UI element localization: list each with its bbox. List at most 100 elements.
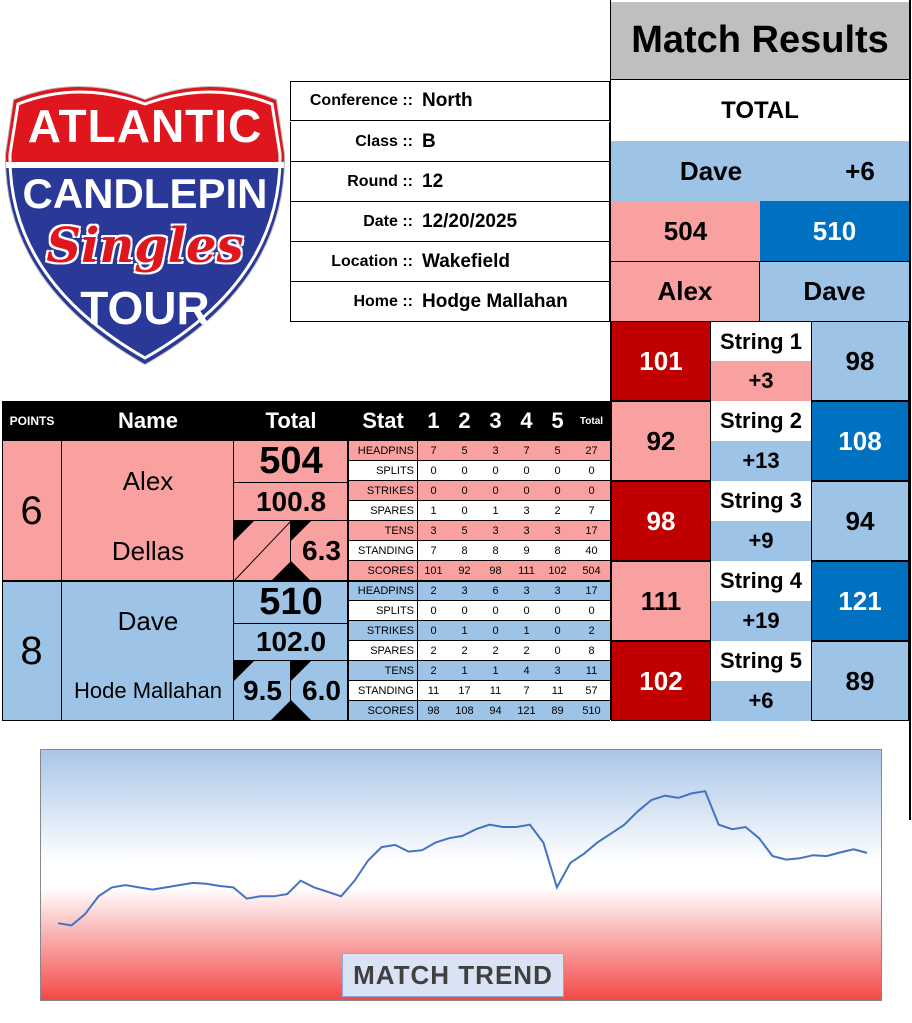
stat-value: 3 bbox=[430, 524, 437, 537]
stat-value: 0 bbox=[523, 464, 530, 477]
stat-label: SPLITS bbox=[348, 601, 418, 620]
stat-value: 8 bbox=[492, 544, 499, 557]
stat-value: 101 bbox=[424, 564, 443, 577]
stat-value: 98 bbox=[427, 704, 440, 717]
stat-label: SCORES bbox=[348, 561, 418, 580]
player2-average: 102.0 bbox=[234, 624, 348, 661]
stat-value: 102 bbox=[548, 564, 567, 577]
string2-label: String 2 bbox=[711, 401, 811, 441]
stat-total: 8 bbox=[588, 644, 595, 657]
stat-label: TENS bbox=[348, 521, 418, 540]
stat-row: SPARES 1 0 1 3 2 7 bbox=[348, 501, 610, 521]
player2-first-name: Dave bbox=[117, 605, 179, 636]
stat-value: 92 bbox=[458, 564, 471, 577]
stat-value: 5 bbox=[461, 524, 468, 537]
player2-total: 510 bbox=[234, 581, 348, 624]
stat-value: 89 bbox=[551, 704, 564, 717]
stat-value: 1 bbox=[461, 664, 468, 677]
stat-value: 8 bbox=[461, 544, 468, 557]
logo-candlepin: CANDLEPIN bbox=[22, 170, 268, 217]
stat-value: 0 bbox=[554, 644, 561, 657]
stat-row: STRIKES 0 1 0 1 0 2 bbox=[348, 621, 610, 641]
stat-value: 0 bbox=[461, 464, 468, 477]
stat-value: 0 bbox=[554, 604, 561, 617]
stat-value: 4 bbox=[523, 664, 530, 677]
stat-value: 3 bbox=[523, 585, 530, 597]
stat-value: 0 bbox=[523, 484, 530, 497]
logo-singles: Singles bbox=[46, 218, 244, 274]
info-row-round: Round :: 12 bbox=[290, 162, 610, 202]
divider bbox=[233, 581, 234, 721]
stat-total: 17 bbox=[585, 585, 598, 597]
info-value: Wakefield bbox=[422, 250, 510, 272]
info-row-location: Location :: Wakefield bbox=[290, 242, 610, 282]
stat-row: SCORES 101 92 98 111 102 504 bbox=[348, 561, 610, 581]
stat-value: 3 bbox=[492, 444, 499, 457]
stat-value: 121 bbox=[517, 704, 536, 717]
player1-right-small-value: 6.3 bbox=[302, 535, 341, 566]
info-row-class: Class :: B bbox=[290, 122, 610, 162]
stat-label: SPARES bbox=[348, 501, 418, 520]
stat-total: 510 bbox=[582, 704, 601, 717]
corner-triangle-icon bbox=[234, 661, 290, 720]
player1-first-name: Alex bbox=[122, 465, 174, 496]
stat-value: 9 bbox=[523, 544, 530, 557]
tour-logo: ATLANTIC CANDLEPIN Singles TOUR bbox=[4, 84, 286, 366]
trend-line bbox=[57, 790, 868, 927]
string4-label: String 4 bbox=[711, 561, 811, 601]
logo-tour: TOUR bbox=[80, 282, 210, 334]
info-label: Class :: bbox=[355, 132, 413, 150]
string3-p1-score: 98 bbox=[611, 481, 711, 561]
total-label: TOTAL bbox=[611, 81, 909, 141]
stat-value: 3 bbox=[523, 524, 530, 537]
corner-triangle-icon bbox=[234, 521, 290, 581]
player1-average: 100.8 bbox=[234, 483, 348, 521]
stat-value: 0 bbox=[461, 504, 468, 517]
string1-margin: +3 bbox=[711, 361, 811, 401]
stat-row: HEADPINS 7 5 3 7 5 27 bbox=[348, 441, 610, 461]
stat-label: HEADPINS bbox=[348, 441, 418, 460]
player2-right-small: 6.0 bbox=[291, 661, 348, 720]
string4-p2-score: 121 bbox=[811, 561, 909, 641]
stat-value: 1 bbox=[492, 504, 499, 517]
stat-total: 7 bbox=[588, 504, 595, 517]
string3-margin: +9 bbox=[711, 521, 811, 561]
stat-value: 7 bbox=[523, 444, 530, 457]
stat-value: 0 bbox=[492, 464, 499, 477]
stat-value: 0 bbox=[461, 604, 468, 617]
stat-value: 0 bbox=[554, 484, 561, 497]
stat-value: 11 bbox=[489, 684, 502, 697]
stat-value: 1 bbox=[430, 504, 437, 517]
divider bbox=[610, 0, 611, 720]
stat-value: 2 bbox=[523, 644, 530, 657]
logo-atlantic: ATLANTIC bbox=[27, 100, 263, 152]
stat-label: STRIKES bbox=[348, 481, 418, 500]
string4-margin: +19 bbox=[711, 601, 811, 641]
stat-value: 2 bbox=[430, 664, 437, 677]
info-value: Hodge Mallahan bbox=[422, 290, 568, 312]
winner-margin: +6 bbox=[845, 155, 875, 186]
stat-value: 3 bbox=[554, 585, 561, 597]
stat-value: 0 bbox=[430, 604, 437, 617]
stat-label: TENS bbox=[348, 661, 418, 680]
info-row-conference: Conference :: North bbox=[290, 81, 610, 121]
corner-triangle-icon bbox=[291, 661, 311, 720]
stats-header: POINTS Name Total Stat 1 2 3 4 5 Total bbox=[2, 401, 610, 441]
stat-total: 0 bbox=[588, 464, 595, 477]
info-label: Location :: bbox=[331, 252, 413, 270]
stat-value: 0 bbox=[554, 624, 561, 637]
stat-value: 94 bbox=[489, 704, 502, 717]
string1-label: String 1 bbox=[711, 321, 811, 361]
player1-left-small-value bbox=[234, 531, 290, 571]
trend-plot bbox=[57, 790, 868, 927]
match-trend-chart: MATCH TREND bbox=[40, 749, 882, 1001]
header-col-total: Total bbox=[579, 415, 604, 427]
info-label: Home :: bbox=[353, 292, 413, 310]
header-points: POINTS bbox=[9, 414, 55, 428]
info-row-home: Home :: Hodge Mallahan bbox=[290, 282, 610, 322]
string2-p1-score: 92 bbox=[611, 401, 711, 481]
player1-points: 6 bbox=[2, 441, 62, 581]
stat-value: 17 bbox=[458, 684, 471, 697]
player2-right-small-value: 6.0 bbox=[302, 675, 341, 706]
stat-row: SCORES 98 108 94 121 89 510 bbox=[348, 701, 610, 721]
